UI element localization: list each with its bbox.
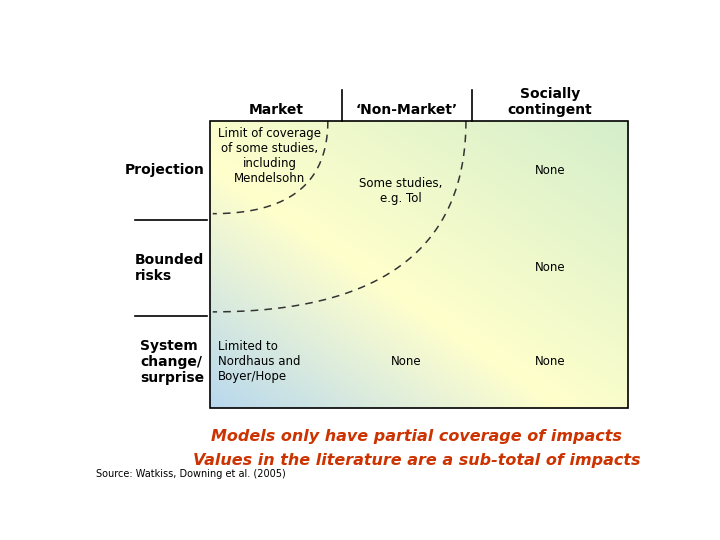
Text: Models only have partial coverage of impacts: Models only have partial coverage of imp…: [211, 429, 622, 444]
Text: System
change/
surprise: System change/ surprise: [140, 339, 204, 385]
Text: None: None: [392, 355, 422, 368]
Text: None: None: [535, 164, 565, 177]
Text: Source: Watkiss, Downing et al. (2005): Source: Watkiss, Downing et al. (2005): [96, 469, 285, 478]
Text: Limit of coverage
of some studies,
including
Mendelsohn: Limit of coverage of some studies, inclu…: [218, 127, 321, 185]
Text: Market: Market: [248, 103, 303, 117]
Text: Projection: Projection: [125, 164, 204, 178]
Text: None: None: [535, 355, 565, 368]
Text: None: None: [535, 261, 565, 274]
Bar: [210, 121, 629, 408]
Text: Limited to
Nordhaus and
Boyer/Hope: Limited to Nordhaus and Boyer/Hope: [218, 340, 301, 383]
Text: Bounded
risks: Bounded risks: [135, 253, 204, 283]
Text: Values in the literature are a sub-total of impacts: Values in the literature are a sub-total…: [193, 453, 640, 468]
Text: Socially
contingent: Socially contingent: [508, 86, 593, 117]
Text: ‘Non-Market’: ‘Non-Market’: [356, 103, 458, 117]
Text: Some studies,
e.g. Tol: Some studies, e.g. Tol: [359, 177, 443, 205]
